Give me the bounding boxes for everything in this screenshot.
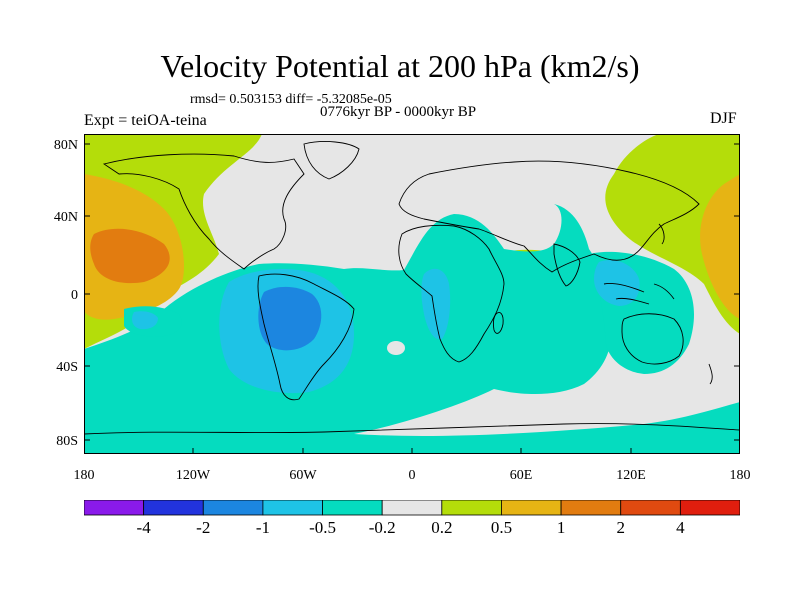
lat-label-80n: 80N bbox=[53, 138, 78, 153]
coastline-antarctica bbox=[84, 423, 740, 435]
lon-label-60w: 60W bbox=[289, 468, 317, 483]
period-label: 0776kyr BP - 0000kyr BP bbox=[320, 104, 477, 120]
colorbar-label: -0.2 bbox=[368, 518, 396, 537]
coastlines bbox=[84, 141, 740, 435]
neutral-spot bbox=[387, 341, 405, 355]
lat-label-0: 0 bbox=[71, 288, 78, 303]
colorbar bbox=[84, 500, 740, 516]
lightblue-region-asia bbox=[594, 259, 640, 306]
velocity-potential-map bbox=[84, 134, 740, 454]
orange-region-northwest bbox=[90, 228, 170, 284]
teal-region-south bbox=[84, 204, 740, 454]
colorbar-label: -1 bbox=[255, 518, 270, 537]
coastline-greenland bbox=[303, 141, 360, 180]
colorbar-box bbox=[84, 500, 145, 516]
colorbar-label: 4 bbox=[676, 518, 685, 537]
lat-label-80s: 80S bbox=[56, 434, 78, 449]
lon-label-120e: 120E bbox=[616, 468, 646, 483]
lon-label-0: 0 bbox=[408, 468, 416, 483]
colorbar-box bbox=[143, 500, 204, 516]
colorbar-label: 2 bbox=[616, 518, 625, 537]
lightblue-region-africa bbox=[421, 268, 451, 340]
coastline-india bbox=[553, 243, 581, 287]
colorbar-box bbox=[381, 500, 443, 516]
colorbar-label: 0.2 bbox=[431, 518, 453, 537]
colorbar-box bbox=[262, 500, 323, 516]
lat-label-40s: 40S bbox=[56, 360, 78, 375]
colorbar-label: 1 bbox=[556, 518, 566, 537]
coastline-australia bbox=[621, 313, 684, 365]
colorbar-label: 0.5 bbox=[490, 518, 513, 537]
colorbar-box bbox=[322, 500, 383, 516]
yellow-region-northeast bbox=[700, 174, 740, 319]
lon-label-120w: 120W bbox=[175, 468, 211, 483]
coastline-madagascar bbox=[492, 312, 504, 334]
colorbar-box bbox=[501, 500, 562, 516]
coastline-eurasia bbox=[398, 160, 700, 273]
coastline-new-zealand bbox=[708, 363, 713, 385]
lat-label-40n: 40N bbox=[53, 210, 78, 225]
colorbar-box bbox=[679, 500, 740, 516]
stats-label: rmsd= 0.503153 diff= -5.32085e-05 bbox=[190, 92, 392, 107]
experiment-label: Expt = teiOA-teina bbox=[84, 112, 207, 129]
lon-label-180e: 180 bbox=[729, 468, 751, 483]
green-region-northeast bbox=[605, 134, 740, 334]
colorbar-label: -2 bbox=[196, 518, 211, 537]
colorbar-box bbox=[560, 500, 622, 516]
coastline-north-america bbox=[102, 153, 305, 270]
lon-label-60e: 60E bbox=[509, 468, 533, 483]
coastline-indonesia bbox=[603, 283, 675, 305]
colorbar-box bbox=[620, 500, 681, 516]
coastline-japan bbox=[658, 223, 665, 245]
coastline-south-america bbox=[257, 273, 355, 401]
blue-region-south-america bbox=[258, 286, 322, 351]
lon-label-180w: 180 bbox=[73, 468, 95, 483]
coastline-africa bbox=[398, 224, 505, 363]
season-label: DJF bbox=[710, 110, 737, 127]
colorbar-label: -0.5 bbox=[309, 518, 336, 537]
map-title: Velocity Potential at 200 hPa (km2/s) bbox=[160, 48, 640, 84]
colorbar-box bbox=[202, 500, 264, 516]
colorbar-box bbox=[441, 500, 502, 516]
lightblue-region-pacific bbox=[132, 311, 158, 330]
colorbar-label: -4 bbox=[136, 518, 151, 537]
map-ticks bbox=[84, 143, 740, 454]
